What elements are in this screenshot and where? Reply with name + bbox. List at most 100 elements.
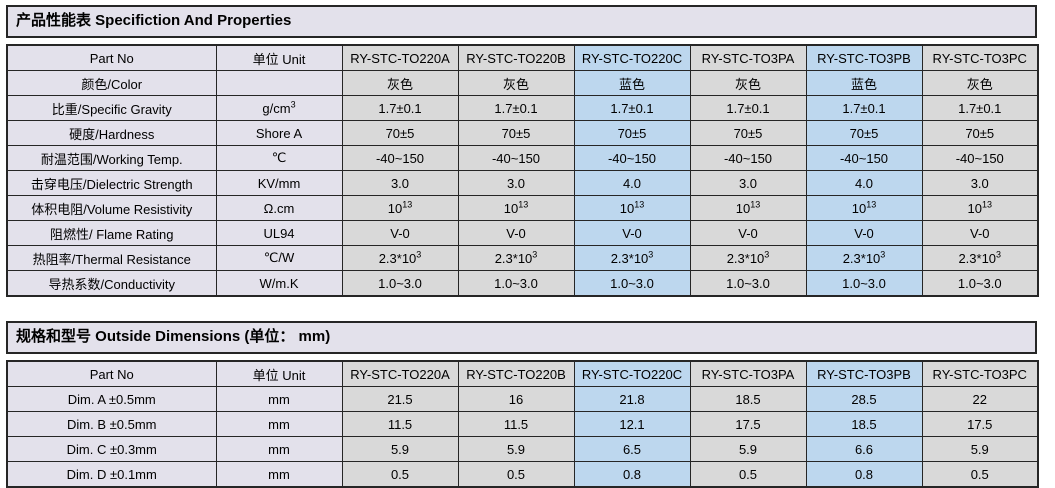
value-cell: 2.3*103 <box>805 245 923 271</box>
value-cell: V-0 <box>805 220 923 246</box>
value-cell: V-0 <box>457 220 575 246</box>
spec-row-color: 颜色/Color 灰色 灰色 蓝色 灰色 蓝色 灰色 <box>6 70 1039 96</box>
row-label-cell: 击穿电压/Dielectric Strength <box>6 170 217 196</box>
spec-row-specific-gravity: 比重/Specific Gravity g/cm3 1.7±0.1 1.7±0.… <box>6 95 1039 121</box>
spec-row-flame-rating: 阻燃性/ Flame Rating UL94 V-0 V-0 V-0 V-0 V… <box>6 220 1039 246</box>
value-cell: 1.0~3.0 <box>573 270 691 297</box>
value-cell: 0.8 <box>805 461 923 488</box>
part-number-header-cell: RY-STC-TO220A <box>341 44 459 71</box>
part-number-header-cell: RY-STC-TO220C <box>573 44 691 71</box>
value-cell: -40~150 <box>921 145 1039 171</box>
spec-table: Part No 单位 Unit RY-STC-TO220A RY-STC-TO2… <box>6 44 1039 297</box>
value-cell: 2.3*103 <box>921 245 1039 271</box>
spec-row-working-temp: 耐温范围/Working Temp. ℃ -40~150 -40~150 -40… <box>6 145 1039 171</box>
value-cell: 灰色 <box>457 70 575 96</box>
value-cell: 2.3*103 <box>689 245 807 271</box>
value-cell: 1.7±0.1 <box>921 95 1039 121</box>
part-no-header-cell: Part No <box>6 360 217 387</box>
value-cell: 1.7±0.1 <box>805 95 923 121</box>
spec-row-dielectric-strength: 击穿电压/Dielectric Strength KV/mm 3.0 3.0 4… <box>6 170 1039 196</box>
unit-cell: Ω.cm <box>215 195 343 221</box>
value-cell: 3.0 <box>921 170 1039 196</box>
value-cell: 0.5 <box>689 461 807 488</box>
value-cell: 5.9 <box>921 436 1039 462</box>
value-cell: V-0 <box>689 220 807 246</box>
value-cell: 5.9 <box>689 436 807 462</box>
spacer <box>6 297 1055 321</box>
value-cell: 5.9 <box>341 436 459 462</box>
value-cell: 灰色 <box>921 70 1039 96</box>
unit-cell: mm <box>215 386 343 412</box>
dimensions-section-title: 规格和型号 Outside Dimensions (单位： mm) <box>6 321 1037 354</box>
part-number-header-cell: RY-STC-TO3PB <box>805 360 923 387</box>
dimensions-header-row: Part No 单位 Unit RY-STC-TO220A RY-STC-TO2… <box>6 360 1039 387</box>
value-cell: 2.3*103 <box>457 245 575 271</box>
value-cell: 1013 <box>341 195 459 221</box>
row-label-cell: Dim. D ±0.1mm <box>6 461 217 488</box>
value-cell: 1.0~3.0 <box>457 270 575 297</box>
unit-cell: ℃ <box>215 145 343 171</box>
spec-row-hardness: 硬度/Hardness Shore A 70±5 70±5 70±5 70±5 … <box>6 120 1039 146</box>
value-cell: 1013 <box>689 195 807 221</box>
unit-header-cell: 单位 Unit <box>215 360 343 387</box>
part-number-header-cell: RY-STC-TO220B <box>457 44 575 71</box>
dim-row-c: Dim. C ±0.3mm mm 5.9 5.9 6.5 5.9 6.6 5.9 <box>6 436 1039 462</box>
value-cell: 21.8 <box>573 386 691 412</box>
value-cell: 1.0~3.0 <box>689 270 807 297</box>
value-cell: V-0 <box>341 220 459 246</box>
row-label-cell: 热阻率/Thermal Resistance <box>6 245 217 271</box>
value-cell: 1.0~3.0 <box>805 270 923 297</box>
value-cell: 28.5 <box>805 386 923 412</box>
dim-row-d: Dim. D ±0.1mm mm 0.5 0.5 0.8 0.5 0.8 0.5 <box>6 461 1039 488</box>
part-number-header-cell: RY-STC-TO220B <box>457 360 575 387</box>
value-cell: 0.5 <box>341 461 459 488</box>
value-cell: V-0 <box>921 220 1039 246</box>
row-label-cell: 导热系数/Conductivity <box>6 270 217 297</box>
spec-row-thermal-resistance: 热阻率/Thermal Resistance ℃/W 2.3*103 2.3*1… <box>6 245 1039 271</box>
value-cell: -40~150 <box>805 145 923 171</box>
value-cell: 4.0 <box>573 170 691 196</box>
value-cell: 1013 <box>457 195 575 221</box>
value-cell: 3.0 <box>341 170 459 196</box>
value-cell: 22 <box>921 386 1039 412</box>
value-cell: 蓝色 <box>805 70 923 96</box>
value-cell: 70±5 <box>689 120 807 146</box>
value-cell: 18.5 <box>689 386 807 412</box>
dim-row-b: Dim. B ±0.5mm mm 11.5 11.5 12.1 17.5 18.… <box>6 411 1039 437</box>
row-label-cell: 硬度/Hardness <box>6 120 217 146</box>
part-number-header-cell: RY-STC-TO3PA <box>689 44 807 71</box>
value-cell: 70±5 <box>921 120 1039 146</box>
value-cell: 0.5 <box>921 461 1039 488</box>
row-label-cell: 阻燃性/ Flame Rating <box>6 220 217 246</box>
part-number-header-cell: RY-STC-TO220C <box>573 360 691 387</box>
value-cell: V-0 <box>573 220 691 246</box>
value-cell: -40~150 <box>689 145 807 171</box>
value-cell: -40~150 <box>457 145 575 171</box>
unit-cell: g/cm3 <box>215 95 343 121</box>
value-cell: 灰色 <box>341 70 459 96</box>
value-cell: 11.5 <box>341 411 459 437</box>
unit-cell: mm <box>215 411 343 437</box>
value-cell: 1.7±0.1 <box>573 95 691 121</box>
value-cell: 16 <box>457 386 575 412</box>
unit-cell: UL94 <box>215 220 343 246</box>
value-cell: 0.5 <box>457 461 575 488</box>
value-cell: 6.5 <box>573 436 691 462</box>
value-cell: 灰色 <box>689 70 807 96</box>
value-cell: 1.0~3.0 <box>341 270 459 297</box>
value-cell: 4.0 <box>805 170 923 196</box>
row-label-cell: 耐温范围/Working Temp. <box>6 145 217 171</box>
value-cell: 5.9 <box>457 436 575 462</box>
unit-cell: mm <box>215 436 343 462</box>
dim-row-a: Dim. A ±0.5mm mm 21.5 16 21.8 18.5 28.5 … <box>6 386 1039 412</box>
part-number-header-cell: RY-STC-TO3PA <box>689 360 807 387</box>
unit-cell: mm <box>215 461 343 488</box>
row-label-cell: 颜色/Color <box>6 70 217 96</box>
value-cell: 11.5 <box>457 411 575 437</box>
unit-cell: ℃/W <box>215 245 343 271</box>
value-cell: -40~150 <box>341 145 459 171</box>
spec-row-volume-resistivity: 体积电阻/Volume Resistivity Ω.cm 1013 1013 1… <box>6 195 1039 221</box>
part-number-header-cell: RY-STC-TO3PC <box>921 360 1039 387</box>
part-no-header-cell: Part No <box>6 44 217 71</box>
value-cell: 70±5 <box>573 120 691 146</box>
